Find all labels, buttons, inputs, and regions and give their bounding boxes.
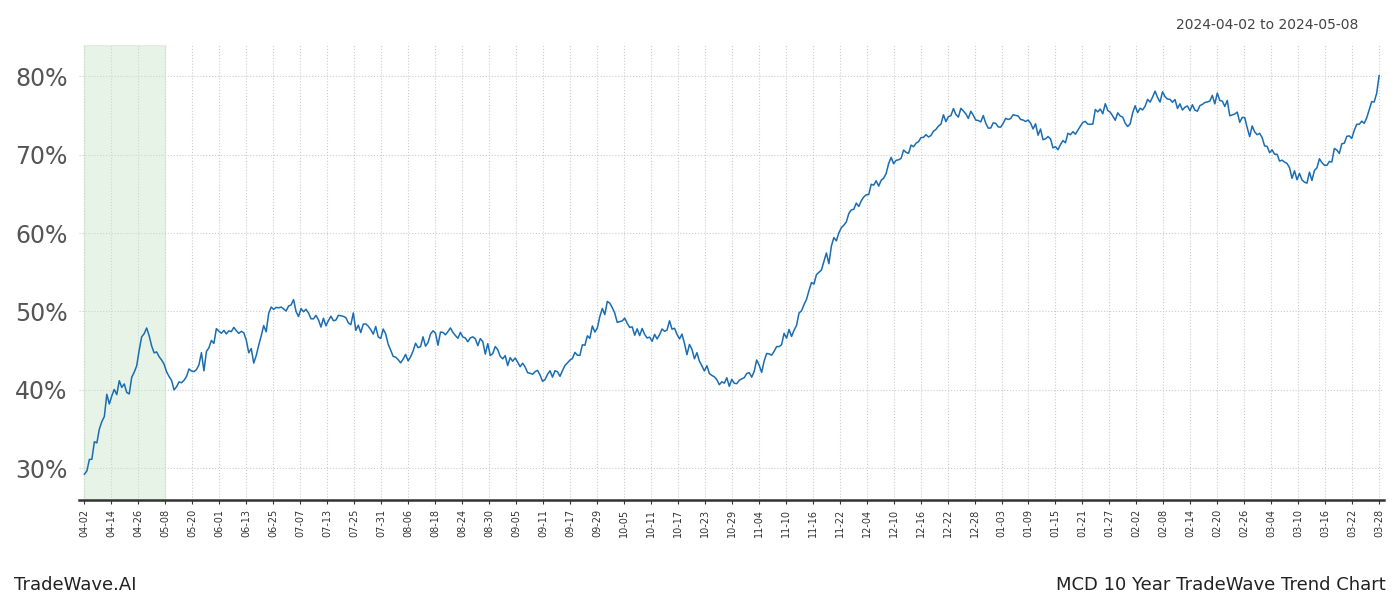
Bar	[84, 45, 165, 500]
Text: MCD 10 Year TradeWave Trend Chart: MCD 10 Year TradeWave Trend Chart	[1056, 576, 1386, 594]
Text: 2024-04-02 to 2024-05-08: 2024-04-02 to 2024-05-08	[1176, 18, 1358, 32]
Text: TradeWave.AI: TradeWave.AI	[14, 576, 137, 594]
